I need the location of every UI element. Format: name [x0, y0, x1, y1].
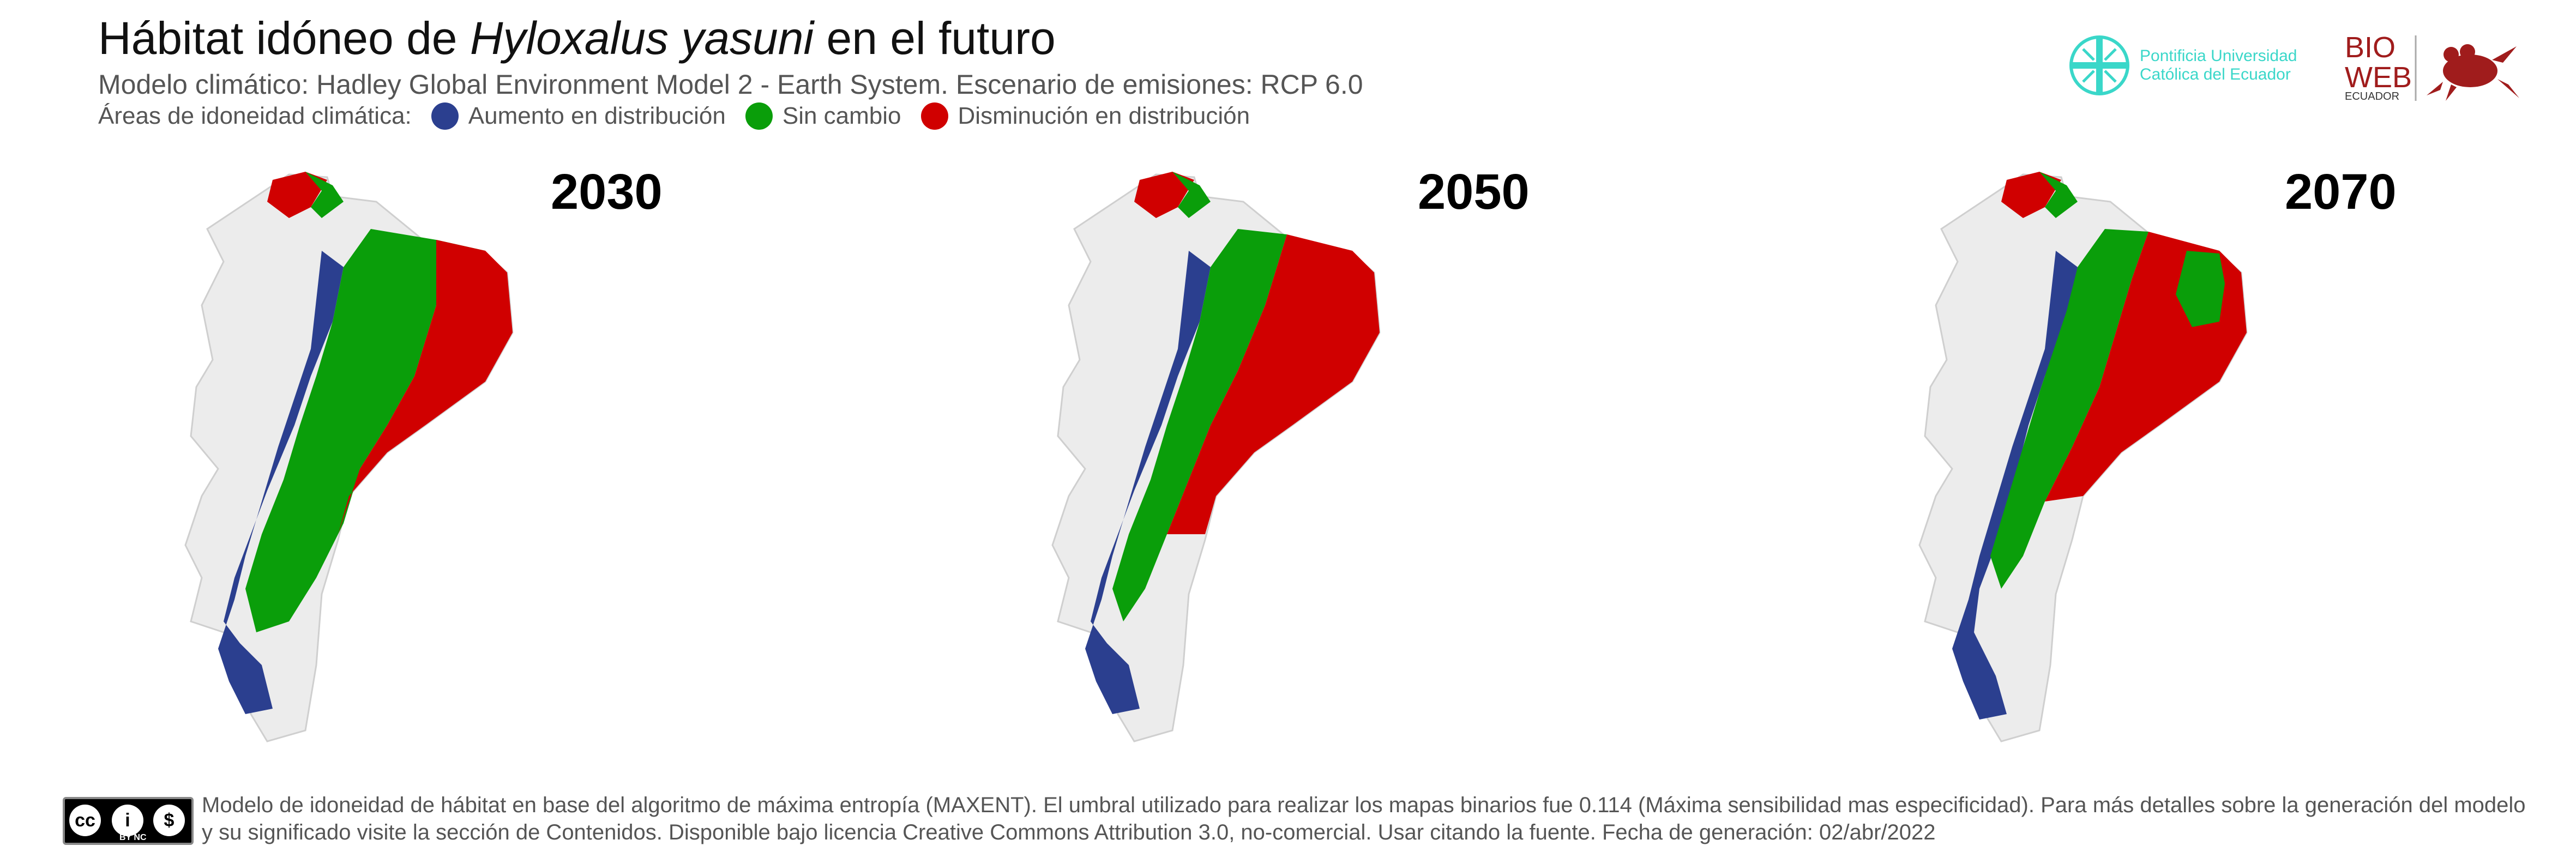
puce-name-line2: Católica del Ecuador: [2140, 65, 2291, 83]
region-decrease-2030: [338, 240, 513, 534]
legend-item-decrease: Disminución en distribución: [920, 102, 1250, 130]
map-svg-2030: [184, 172, 514, 742]
puce-logo: Pontificia Universidad Católica del Ecua…: [2067, 33, 2297, 98]
region-nochange-north-2070: [2039, 172, 2078, 218]
legend-item-increase: Aumento en distribución: [431, 102, 726, 130]
region-nochange-north-2050: [1172, 172, 1211, 218]
region-decrease-north-2070: [2001, 172, 2061, 218]
title-prefix: Hábitat idóneo de: [98, 13, 470, 64]
map-panel-2030: 2030: [180, 142, 834, 769]
legend-item-nochange: Sin cambio: [745, 102, 901, 130]
region-increase-2030: [218, 251, 344, 714]
legend-dot-decrease: [920, 102, 948, 130]
legend-label-decrease: Disminución en distribución: [958, 102, 1250, 129]
region-increase-2050: [1085, 251, 1211, 714]
legend-label-increase: Aumento en distribución: [468, 102, 726, 129]
cc-badge-label: BY NC: [119, 833, 147, 842]
map-svg-2050: [1051, 172, 1381, 742]
puce-emblem-icon: [2069, 35, 2129, 95]
title-species: Hyloxalus yasuni: [470, 13, 814, 64]
legend-label-nochange: Sin cambio: [782, 102, 901, 129]
page-subtitle: Modelo climático: Hadley Global Environm…: [98, 69, 1363, 100]
region-increase-2070: [1952, 251, 2078, 720]
title-suffix: en el futuro: [814, 13, 1056, 64]
legend: Áreas de idoneidad climática: Aumento en…: [98, 102, 1250, 130]
page-title: Hábitat idóneo de Hyloxalus yasuni en el…: [98, 12, 1056, 65]
cc-icon: cc: [69, 805, 101, 836]
region-nochange-north-2030: [305, 172, 344, 218]
year-label-2030: 2030: [551, 164, 663, 220]
region-decrease-2050: [1167, 234, 1380, 534]
legend-label: Áreas de idoneidad climática:: [98, 102, 412, 129]
bioweb-text-web: WEB: [2345, 61, 2412, 94]
frog-icon: [2427, 44, 2519, 101]
nc-icon: $: [153, 805, 185, 836]
region-nochange-2070: [1990, 229, 2148, 589]
map-panel-2050: 2050: [1047, 142, 1701, 769]
by-icon: i: [112, 805, 143, 836]
region-nochange-east-2070: [2176, 251, 2225, 327]
region-decrease-north-2050: [1134, 172, 1194, 218]
bioweb-text-ecuador: ECUADOR: [2345, 90, 2399, 102]
bioweb-logo: BIO WEB ECUADOR: [2345, 30, 2525, 109]
map-panels: 2030 2050 2070: [0, 142, 2576, 769]
year-label-2050: 2050: [1418, 164, 1530, 220]
map-panel-2070: 2070: [1914, 142, 2568, 769]
bioweb-text-bio: BIO: [2345, 31, 2396, 64]
year-label-2070: 2070: [2285, 164, 2397, 220]
map-svg-2070: [1918, 172, 2248, 742]
cc-license-badge: cc i $ BY NC: [63, 797, 194, 845]
legend-dot-increase: [431, 102, 459, 130]
footer-note: Modelo de idoneidad de hábitat en base d…: [202, 793, 2526, 844]
region-nochange-2050: [1112, 229, 1287, 621]
puce-name-line1: Pontificia Universidad: [2140, 47, 2297, 65]
legend-dot-nochange: [745, 102, 773, 130]
region-decrease-north-2030: [267, 172, 327, 218]
region-nochange-2030: [245, 229, 485, 632]
